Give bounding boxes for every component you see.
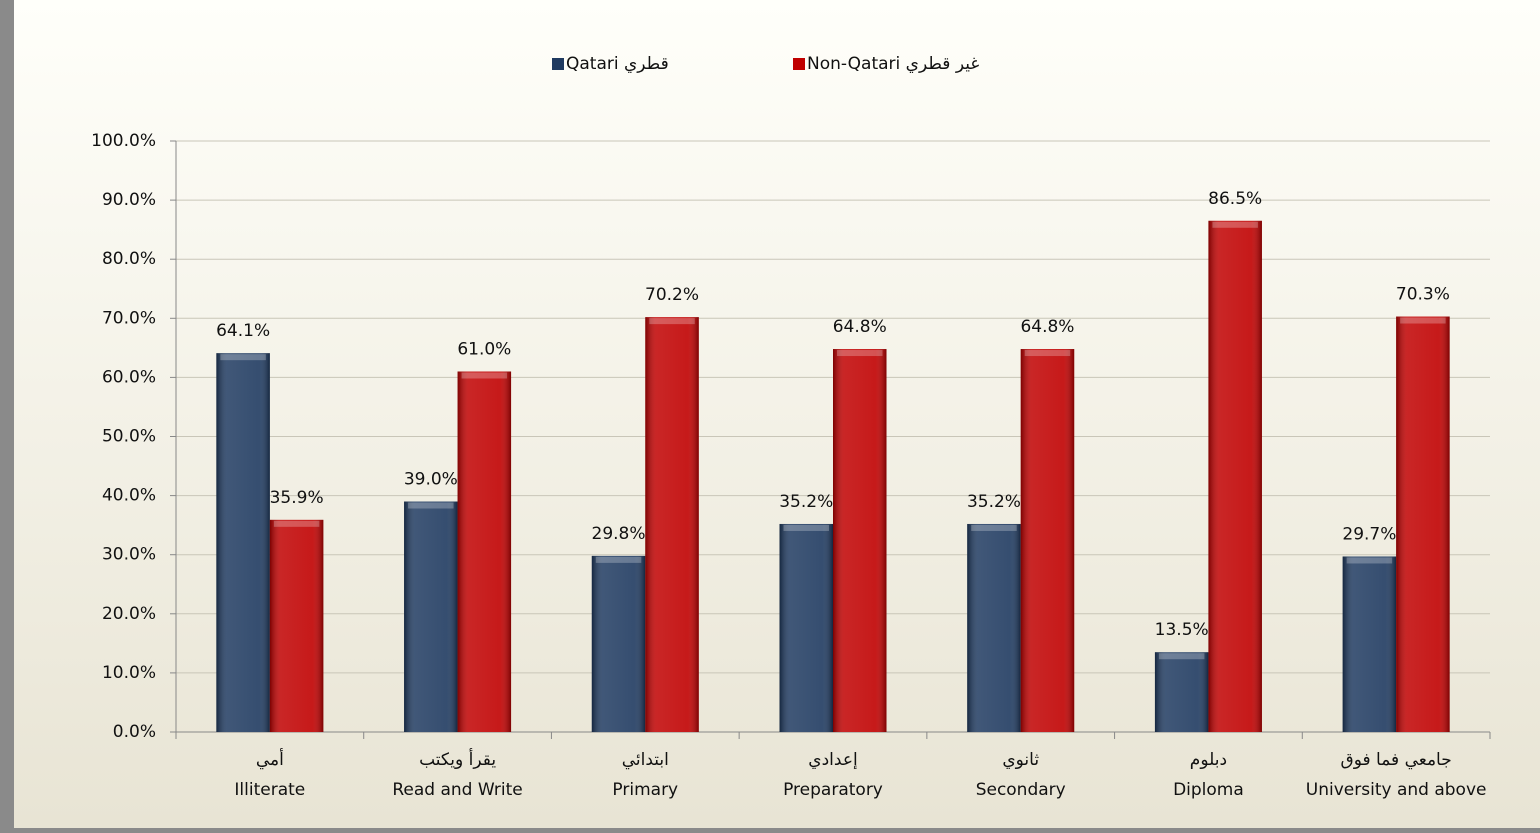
y-tick-label: 100.0%: [91, 131, 156, 151]
bar-shade: [269, 519, 324, 732]
x-tick-label: يقرأ ويكتب Read and Write: [392, 748, 522, 800]
bar-shade: [1342, 556, 1397, 732]
bar-cap: [595, 556, 642, 563]
x-tick-label-line: Secondary: [976, 780, 1066, 800]
x-tick-label-line: Diploma: [1173, 780, 1244, 800]
bar-shade: [833, 349, 887, 732]
data-label: 86.5%: [1208, 189, 1262, 209]
y-tick-label: 0.0%: [113, 722, 156, 742]
data-label: 35.2%: [967, 492, 1021, 512]
bar-shade: [457, 371, 512, 732]
bar-cap: [1158, 653, 1205, 660]
bar-shade: [216, 353, 270, 732]
x-tick-label-line: Primary: [612, 780, 678, 800]
bar-cap: [408, 502, 454, 509]
bar-shade: [1020, 349, 1075, 732]
bar-shade: [404, 501, 458, 732]
data-label: 64.8%: [833, 317, 887, 337]
bar-shade: [645, 317, 699, 732]
bar-cap: [971, 524, 1017, 531]
y-tick-label: 40.0%: [102, 486, 156, 506]
data-label: 70.2%: [645, 285, 699, 305]
data-label: 39.0%: [404, 470, 458, 490]
bar-cap: [1212, 221, 1258, 228]
bar-cap: [783, 524, 829, 531]
bar-shade: [1154, 652, 1209, 732]
bar-cap: [220, 354, 266, 361]
y-tick-label: 50.0%: [102, 427, 156, 447]
data-label: 35.2%: [779, 492, 833, 512]
legend-swatch: [793, 58, 805, 70]
y-tick-label: 80.0%: [102, 249, 156, 269]
bar-cap: [837, 350, 883, 357]
y-tick-label: 30.0%: [102, 545, 156, 565]
legend-label: غير قطري Non-Qatari: [807, 54, 979, 74]
bar-shade: [779, 523, 833, 732]
x-tick-label-line: Illiterate: [234, 780, 305, 800]
bar-cap: [1346, 557, 1393, 564]
x-tick-label-line: ثانوي: [1002, 750, 1039, 770]
data-label: 13.5%: [1155, 620, 1209, 640]
bar-shade: [1208, 220, 1262, 732]
data-label: 64.8%: [1020, 317, 1074, 337]
data-label: 64.1%: [216, 321, 270, 341]
x-tick-label-line: دبلوم: [1190, 750, 1227, 770]
bar-shade: [1396, 316, 1450, 732]
y-tick-label: 20.0%: [102, 604, 156, 624]
x-tick-label: ثانوي Secondary: [976, 750, 1066, 800]
data-label: 70.3%: [1396, 285, 1450, 305]
bar-shade: [967, 523, 1021, 732]
x-tick-label: أمي Illiterate: [234, 748, 305, 800]
y-tick-label: 10.0%: [102, 663, 156, 683]
data-label: 29.7%: [1342, 524, 1396, 544]
x-tick-label-line: Preparatory: [783, 780, 883, 800]
bar-cap: [649, 318, 695, 325]
y-tick-label: 90.0%: [102, 190, 156, 210]
x-tick-label: ابتدائي Primary: [612, 750, 678, 800]
data-label: 61.0%: [457, 339, 511, 359]
bar-cap: [273, 520, 320, 527]
data-label: 29.8%: [592, 524, 646, 544]
x-tick-label: إعدادي Preparatory: [783, 750, 883, 800]
x-tick-label-line: أمي: [256, 748, 284, 770]
bar-cap: [1024, 350, 1071, 357]
y-tick-label: 70.0%: [102, 308, 156, 328]
data-label: 35.9%: [270, 488, 324, 508]
bar-cap: [461, 372, 508, 379]
x-tick-label: جامعي فما فوق University and above: [1306, 750, 1487, 800]
legend-label: قطري Qatari: [566, 54, 669, 74]
x-tick-label-line: ابتدائي: [622, 750, 669, 770]
x-tick-label-line: إعدادي: [808, 750, 857, 770]
bar-shade: [591, 555, 646, 732]
legend-swatch: [552, 58, 564, 70]
x-tick-label-line: يقرأ ويكتب: [419, 748, 496, 770]
bar-cap: [1400, 317, 1446, 324]
x-tick-label-line: University and above: [1306, 780, 1487, 800]
x-tick-label-line: Read and Write: [392, 780, 522, 800]
y-tick-label: 60.0%: [102, 367, 156, 387]
x-tick-label-line: جامعي فما فوق: [1341, 750, 1452, 770]
x-tick-label: دبلوم Diploma: [1173, 750, 1244, 800]
